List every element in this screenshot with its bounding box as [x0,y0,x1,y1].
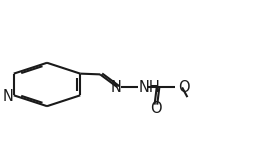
Text: NH: NH [139,80,161,95]
Text: O: O [178,80,189,95]
Text: N: N [110,80,121,95]
Text: O: O [150,101,162,116]
Text: N: N [2,89,13,104]
